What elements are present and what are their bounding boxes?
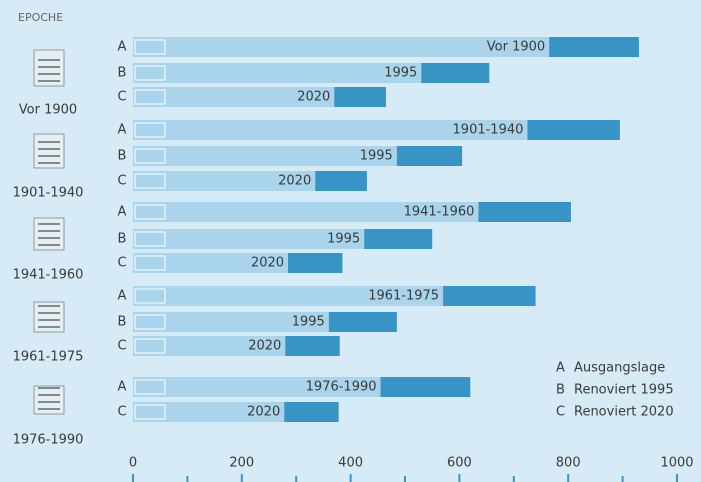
bar-letter: B	[118, 66, 127, 81]
bar-letter: A	[118, 205, 127, 220]
bar-letter: B	[118, 232, 127, 247]
bar-segment	[285, 336, 339, 356]
bar-segment	[421, 63, 489, 83]
bar-letter: C	[117, 256, 126, 271]
legend-text: Ausgangslage	[574, 361, 665, 376]
legend-text: Renoviert 1995	[574, 383, 674, 398]
bar-text: Vor 1900	[487, 40, 545, 55]
legend-letter: B	[556, 383, 565, 398]
x-tick-label: 0	[129, 456, 137, 471]
group-label: Vor 1900	[19, 103, 77, 118]
legend-text: Renoviert 2020	[574, 405, 674, 420]
group-label: 1901-1940	[13, 186, 84, 201]
bar-letter: A	[118, 123, 127, 138]
bar-letter: C	[117, 90, 126, 105]
bar-text: 1961-1975	[368, 289, 439, 304]
bar-segment	[381, 377, 471, 397]
bar-text: 2020	[247, 405, 280, 420]
bar-segment	[334, 87, 386, 107]
bar-letter: A	[118, 40, 127, 55]
bar-text: 2020	[248, 339, 281, 354]
bar-segment	[478, 202, 570, 222]
bar-text: 1995	[292, 315, 325, 330]
legend-letter: C	[556, 405, 565, 420]
x-tick-label: 400	[338, 456, 363, 471]
group-label: 1976-1990	[13, 433, 84, 448]
bar-letter: B	[118, 315, 127, 330]
bar-segment	[364, 229, 432, 249]
bar-segment	[329, 312, 397, 332]
x-tick-label: 200	[229, 456, 254, 471]
x-tick-label: 1000	[660, 456, 693, 471]
bar-text: 2020	[251, 256, 284, 271]
header: EPOCHE	[18, 11, 63, 24]
bar-letter: A	[118, 289, 127, 304]
bar-segment	[549, 37, 639, 57]
bar-text: 1995	[384, 66, 417, 81]
page: EPOCHE Vor 1900 A Vor 1900 B 1995 C 2020 1901-1…	[0, 0, 701, 482]
bar-text: 1941-1960	[404, 205, 475, 220]
bar-text: 1976-1990	[306, 380, 377, 395]
chart: EPOCHE Vor 1900 A Vor 1900 B 1995 C 2020 1901-1…	[0, 0, 701, 482]
bar-letter: C	[117, 405, 126, 420]
bar-letter: C	[117, 174, 126, 189]
legend-letter: A	[556, 361, 565, 376]
bar-text: 1995	[360, 149, 393, 164]
group-label: 1961-1975	[13, 350, 84, 365]
bar-segment	[315, 171, 367, 191]
bar-text: 1901-1940	[453, 123, 524, 138]
x-tick-label: 800	[556, 456, 581, 471]
bar-segment	[397, 146, 462, 166]
bar-segment	[284, 402, 338, 422]
group-label: 1941-1960	[13, 268, 84, 283]
bar-segment	[288, 253, 342, 273]
bar-letter: C	[117, 339, 126, 354]
bar-segment	[133, 63, 421, 83]
bar-letter: B	[118, 149, 127, 164]
x-tick-label: 600	[447, 456, 472, 471]
bar-segment	[527, 120, 619, 140]
bar-text: 2020	[278, 174, 311, 189]
bar-segment	[443, 286, 535, 306]
bar-text: 1995	[327, 232, 360, 247]
bar-text: 2020	[297, 90, 330, 105]
bar-letter: A	[118, 380, 127, 395]
bar-segment	[133, 146, 397, 166]
